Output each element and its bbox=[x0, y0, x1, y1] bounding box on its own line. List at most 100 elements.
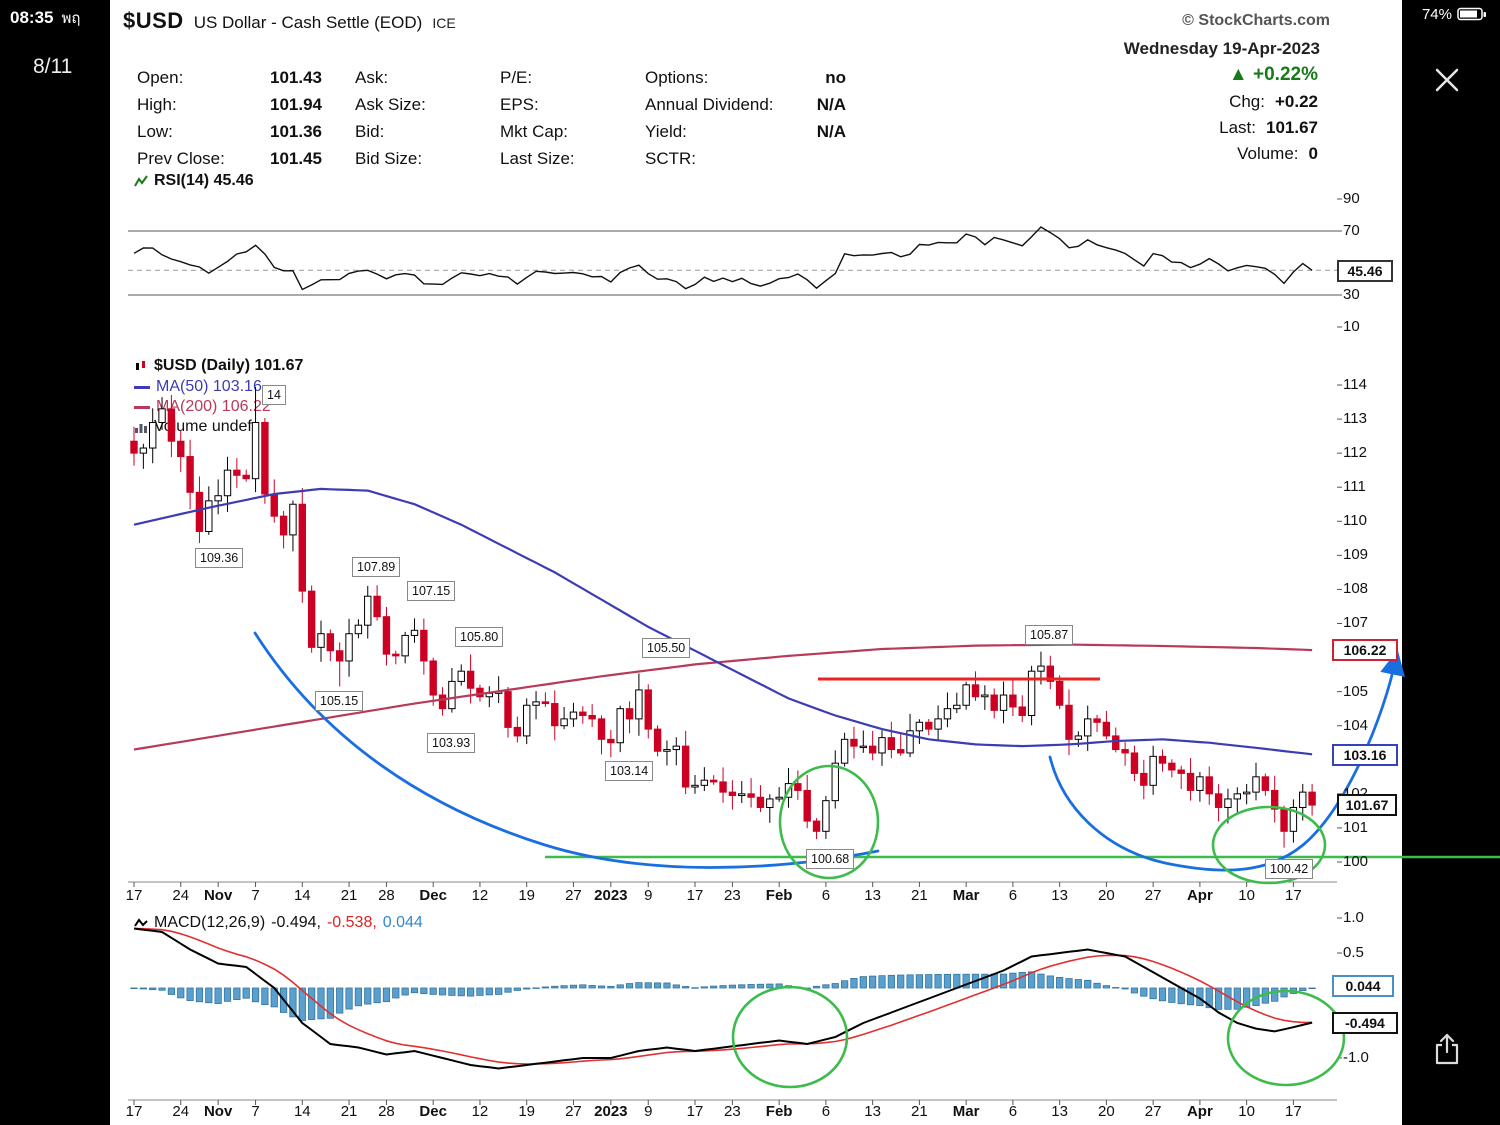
macd-value: -0.494, bbox=[271, 914, 321, 931]
volume-bars-icon bbox=[135, 424, 147, 433]
share-icon[interactable] bbox=[1432, 1032, 1462, 1066]
ma50-legend: MA(50) 103.16 bbox=[134, 378, 262, 396]
page-indicator: 8/11 bbox=[33, 55, 73, 78]
x-axis-label: 27 bbox=[1144, 1103, 1162, 1120]
x-axis-label: 27 bbox=[565, 887, 582, 904]
quote-label: P/E: bbox=[500, 68, 533, 87]
price-annotation: 105.15 bbox=[315, 691, 364, 711]
time-text: 08:35 bbox=[10, 8, 54, 27]
macd-value-box: -0.494 bbox=[1332, 1012, 1398, 1034]
symbol: $USD bbox=[123, 8, 184, 33]
ma200-legend-label: MA(200) 106.22 bbox=[156, 398, 271, 415]
macd-signal-value: -0.538, bbox=[326, 914, 377, 931]
rsi-axis-label: 30 bbox=[1343, 286, 1360, 303]
close-icon[interactable] bbox=[1433, 66, 1461, 94]
x-axis-label: 28 bbox=[378, 887, 395, 904]
quote-label: Bid Size: bbox=[355, 149, 423, 168]
x-axis-label: 21 bbox=[911, 887, 928, 904]
x-axis-label: 27 bbox=[1144, 887, 1162, 904]
quote-label: Annual Dividend: bbox=[645, 95, 774, 114]
x-axis-label: Nov bbox=[203, 887, 233, 904]
volume-value: 0 bbox=[1308, 144, 1318, 163]
x-axis-label: 24 bbox=[172, 887, 190, 904]
quote-label: High: bbox=[137, 95, 177, 114]
volume-legend: Volume undef bbox=[134, 418, 252, 436]
x-axis-label: 21 bbox=[340, 1103, 358, 1120]
price-axis-label: 107 bbox=[1343, 614, 1369, 632]
rsi-axis-label: 10 bbox=[1343, 318, 1360, 335]
quote-value: no bbox=[825, 68, 846, 87]
x-axis-label: 21 bbox=[340, 887, 358, 904]
price-annotation: 103.14 bbox=[605, 761, 654, 781]
x-axis-label: 28 bbox=[378, 1103, 395, 1120]
price-axis-label: 105 bbox=[1343, 682, 1369, 700]
price-annotation: 100.68 bbox=[806, 849, 855, 869]
battery-icon bbox=[1457, 7, 1486, 21]
x-axis-label: 20 bbox=[1098, 1103, 1115, 1120]
macd-axis-label: 0.5 bbox=[1343, 944, 1364, 961]
macd-name: MACD(12,26,9) bbox=[154, 914, 266, 931]
chart-plot bbox=[128, 198, 1342, 1105]
price-legend: $USD (Daily) 101.67 bbox=[134, 357, 303, 375]
ma50-legend-label: MA(50) 103.16 bbox=[156, 378, 262, 395]
price-legend-label: $USD (Daily) 101.67 bbox=[154, 357, 304, 374]
rsi-legend: RSI(14) 45.46 bbox=[134, 172, 254, 190]
change-percent-row: ▲ +0.22% bbox=[1219, 64, 1318, 86]
chg-label: Chg: bbox=[1229, 92, 1265, 111]
quote-label: Ask: bbox=[355, 68, 389, 87]
x-axis-label: Feb bbox=[765, 1103, 793, 1120]
volume-row: Volume: 0 bbox=[1219, 144, 1318, 164]
macd-line-icon bbox=[134, 918, 148, 927]
x-axis-label: 19 bbox=[518, 1103, 536, 1120]
x-axis-label: 27 bbox=[565, 1103, 582, 1120]
x-axis-label: 19 bbox=[518, 887, 536, 904]
x-axis-label: Mar bbox=[952, 887, 980, 904]
x-axis-label: 13 bbox=[864, 887, 881, 904]
rsi-indicator-icon bbox=[134, 175, 148, 187]
clock: 08:35 พฤ bbox=[10, 6, 80, 30]
x-axis-label: 13 bbox=[1051, 1103, 1068, 1120]
exchange: ICE bbox=[432, 15, 456, 31]
price-axis-label: 108 bbox=[1343, 580, 1369, 598]
x-axis-label: 2023 bbox=[594, 1103, 628, 1120]
price-axis-label: 111 bbox=[1343, 478, 1366, 496]
quote-label: Prev Close: bbox=[137, 149, 225, 168]
battery-indicator: 74% bbox=[1422, 6, 1488, 23]
x-axis-label: 13 bbox=[864, 1103, 881, 1120]
last-price-box: 101.67 bbox=[1337, 794, 1397, 816]
ma200-line-icon bbox=[134, 405, 150, 409]
last-value: 101.67 bbox=[1266, 118, 1318, 137]
stockcharts-credit: © StockCharts.com bbox=[1182, 12, 1330, 29]
price-annotation: 105.87 bbox=[1025, 625, 1074, 645]
candlestick-icon bbox=[136, 361, 145, 370]
x-axis-label: Feb bbox=[765, 887, 793, 904]
x-axis-label: 20 bbox=[1098, 887, 1115, 904]
x-axis-label: 12 bbox=[471, 1103, 489, 1120]
rsi-value-box: 45.46 bbox=[1337, 260, 1393, 282]
chart-image[interactable]: $USD US Dollar - Cash Settle (EOD) ICE ©… bbox=[110, 0, 1402, 1125]
price-annotation: 107.15 bbox=[407, 581, 456, 601]
x-axis-label: 17 bbox=[686, 887, 704, 904]
quote-value: N/A bbox=[816, 122, 846, 141]
x-axis-label: 17 bbox=[1285, 887, 1302, 904]
x-axis-label: 23 bbox=[724, 887, 741, 904]
x-axis-label: 17 bbox=[125, 1103, 143, 1120]
x-axis-label: 2023 bbox=[594, 887, 628, 904]
x-axis-label: Apr bbox=[1186, 1103, 1213, 1120]
quote-label: Ask Size: bbox=[355, 95, 426, 114]
quote-label: Open: bbox=[137, 68, 184, 87]
price-axis-label: 109 bbox=[1343, 546, 1369, 564]
x-axis-label: 7 bbox=[251, 1103, 260, 1120]
volume-label: Volume: bbox=[1237, 144, 1299, 163]
rsi-axis-label: 70 bbox=[1343, 222, 1360, 239]
x-axis-label: 23 bbox=[724, 1103, 741, 1120]
price-annotation: 103.93 bbox=[427, 733, 476, 753]
chg-row: Chg: +0.22 bbox=[1219, 92, 1318, 112]
x-axis-label: 21 bbox=[911, 1103, 928, 1120]
x-axis-label: 7 bbox=[251, 887, 260, 904]
x-axis-label: 13 bbox=[1051, 887, 1068, 904]
price-annotation: 107.89 bbox=[352, 557, 401, 577]
x-axis-label: Dec bbox=[419, 1103, 447, 1120]
change-block: ▲ +0.22% Chg: +0.22 Last: 101.67 Volume: 0 bbox=[1219, 64, 1318, 164]
